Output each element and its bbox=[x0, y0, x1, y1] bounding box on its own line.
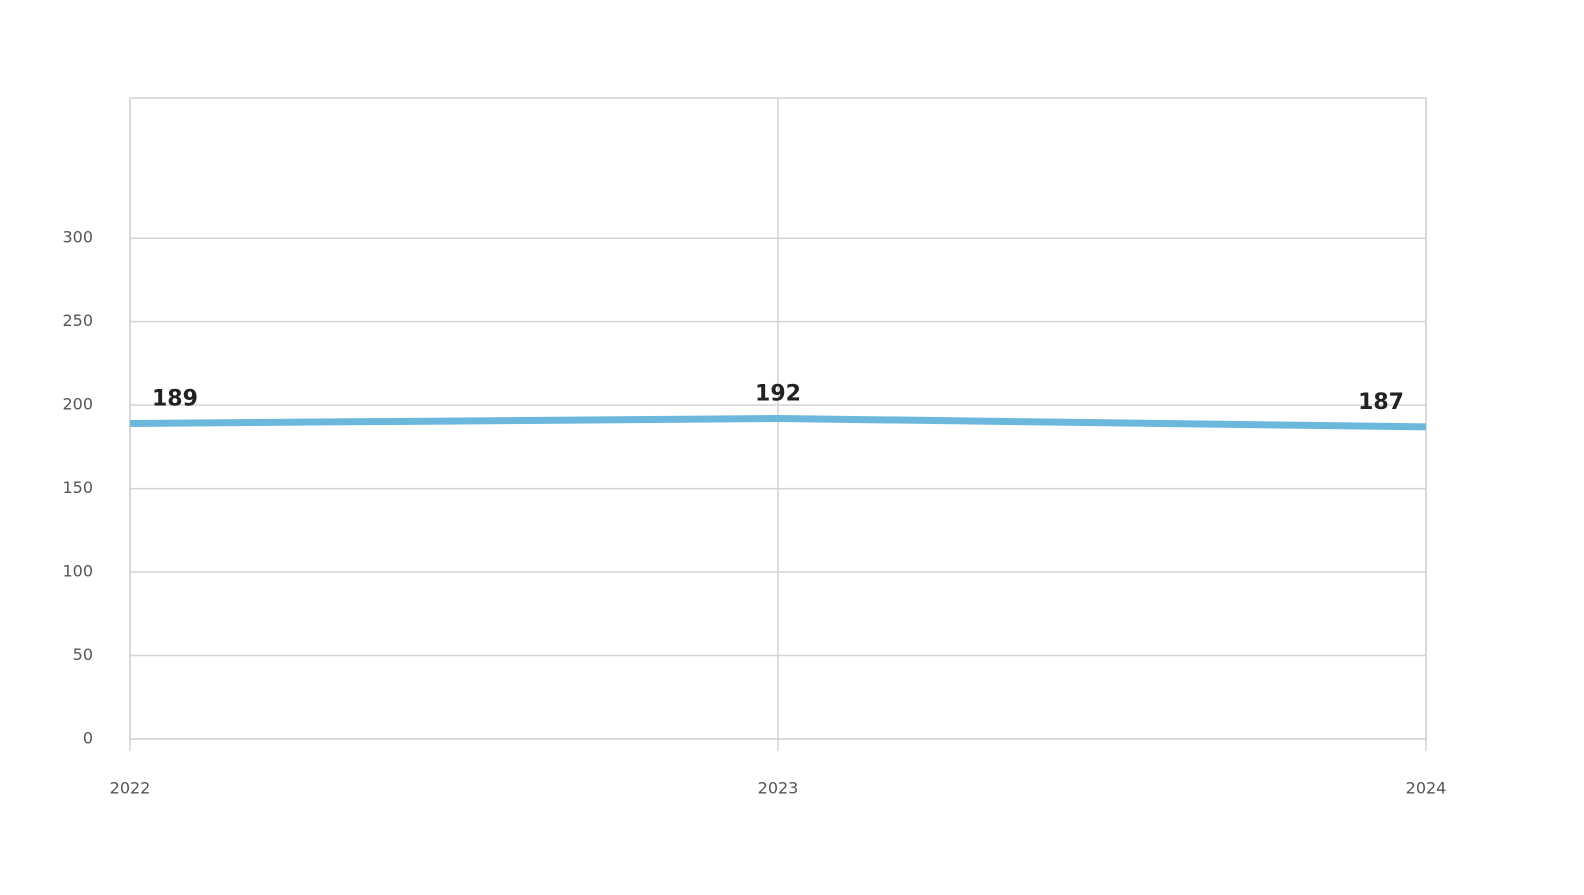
y-tick-label: 50 bbox=[73, 645, 93, 664]
data-line bbox=[129, 415, 1427, 431]
x-tick-label: 2022 bbox=[110, 779, 151, 798]
y-tick-label: 300 bbox=[62, 228, 93, 247]
x-tick-label: 2023 bbox=[758, 779, 799, 798]
y-tick-label: 150 bbox=[62, 478, 93, 497]
y-tick-label: 250 bbox=[62, 311, 93, 330]
data-label: 189 bbox=[152, 387, 198, 412]
y-tick-label: 0 bbox=[83, 729, 93, 748]
data-label: 187 bbox=[1358, 390, 1404, 415]
y-tick-label: 200 bbox=[62, 395, 93, 414]
y-tick-label: 100 bbox=[62, 562, 93, 581]
x-tick-label: 2024 bbox=[1406, 779, 1447, 798]
data-label: 192 bbox=[755, 382, 801, 407]
